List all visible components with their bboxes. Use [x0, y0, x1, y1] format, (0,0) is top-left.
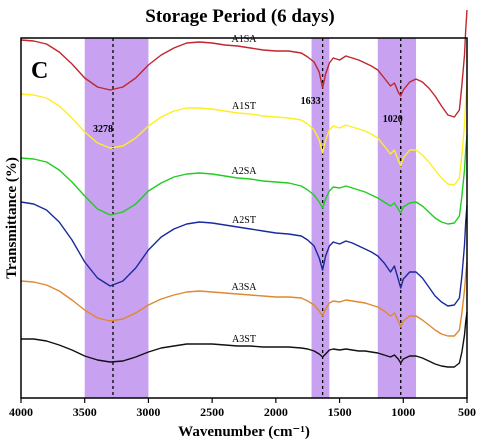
x-axis-ticks: 4000 3500 3000 2500 2000 1500 1000 500	[9, 398, 476, 419]
series-line-a1st	[20, 83, 468, 186]
x-axis-title: Wavenumber (cm⁻¹)	[178, 424, 310, 440]
highlight-bands	[84, 38, 417, 398]
series-labels: A1SA A1ST A2SA A2ST A3SA A3ST	[231, 34, 257, 345]
series-label-a3sa: A3SA	[231, 282, 257, 293]
peak-annotations: 3278 1633 1020	[93, 96, 403, 135]
x-tick-label-1000: 1000	[391, 405, 415, 419]
highlight-band-2	[311, 38, 330, 398]
y-axis-title: Transmittance (%)	[4, 157, 20, 279]
series-line-a3sa	[20, 261, 468, 337]
x-tick-label-1500: 1500	[328, 405, 352, 419]
series-line-a2sa	[20, 134, 468, 225]
highlight-band-3	[377, 38, 417, 398]
x-tick-label-2500: 2500	[200, 405, 224, 419]
x-tick-label-3000: 3000	[136, 405, 160, 419]
series-line-a2st	[20, 201, 468, 307]
x-tick-label-3500: 3500	[73, 405, 97, 419]
series-label-a2sa: A2SA	[231, 166, 257, 177]
series-label-a1st: A1ST	[232, 101, 256, 112]
series-line-a1sa	[20, 9, 468, 118]
series-label-a3st: A3ST	[232, 334, 256, 345]
series-label-a1sa: A1SA	[231, 34, 257, 45]
series-label-a2st: A2ST	[232, 215, 256, 226]
reference-lines	[112, 38, 402, 398]
plot-frame	[20, 37, 468, 399]
peak-label-1633: 1633	[301, 96, 321, 107]
chart-title: Storage Period (6 days)	[145, 6, 334, 27]
spectra-series	[20, 9, 468, 368]
highlight-band-1	[84, 38, 149, 398]
x-tick-label-2000: 2000	[264, 405, 288, 419]
x-tick-label-4000: 4000	[9, 405, 33, 419]
panel-letter: C	[31, 58, 48, 84]
x-tick-label-500: 500	[458, 405, 476, 419]
peak-label-3278: 3278	[93, 124, 113, 135]
peak-label-1020: 1020	[383, 114, 403, 125]
series-line-a3st	[21, 311, 468, 368]
